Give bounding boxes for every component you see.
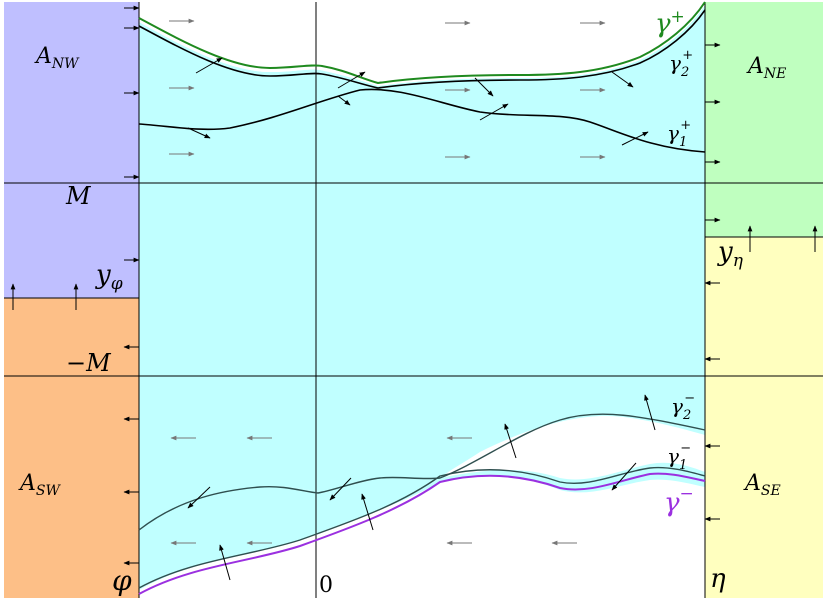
transversal-arrows [187, 57, 656, 581]
white-above-band [139, 2, 705, 86]
curve-gamma1-minus [138, 466, 706, 589]
label-gamma2-plus: γ2+ [669, 48, 693, 80]
region-se [705, 237, 823, 598]
curve-gamma-plus [138, 1, 706, 85]
label-zero: 0 [319, 573, 333, 598]
label-gamma-minus: γ− [664, 484, 694, 518]
region-nw [4, 2, 139, 298]
edge-arrows-right-in [705, 42, 721, 223]
curve-gamma2-minus [138, 413, 706, 531]
label-gamma2-minus: γ2− [671, 391, 695, 423]
label-y-eta: yη [717, 237, 744, 271]
cyan-band-lower [139, 462, 705, 590]
region-sw [4, 298, 139, 598]
label-gamma-plus: γ+ [655, 7, 685, 39]
grey-arrows-right [169, 18, 606, 160]
label-gamma1-plus: γ1+ [667, 118, 691, 150]
label-minus-M: −M [66, 349, 112, 377]
region-ne [705, 2, 823, 237]
label-a-nw: ANW [34, 44, 80, 72]
edge-arrows-left-out [123, 344, 139, 566]
grey-arrows-left [170, 435, 577, 546]
cyan-band [139, 5, 705, 530]
up-arrows-right [747, 225, 818, 252]
white-below-band [139, 477, 705, 598]
curve-gamma2-plus [138, 9, 706, 89]
up-arrows-left [10, 283, 79, 310]
edge-arrows-left [124, 5, 140, 263]
label-a-se: ASE [743, 471, 781, 499]
label-M: M [65, 182, 92, 210]
curve-gamma-minus [138, 472, 706, 595]
label-a-ne: ANE [746, 54, 786, 82]
label-a-sw: ASW [18, 471, 61, 499]
edge-arrows-right-out [704, 280, 720, 522]
curve-gamma1-plus [138, 88, 706, 153]
label-y-phi: yφ [95, 260, 123, 294]
label-phi: φ [112, 564, 132, 597]
label-gamma1-minus: γ1− [667, 441, 691, 473]
label-eta: η [710, 564, 726, 594]
